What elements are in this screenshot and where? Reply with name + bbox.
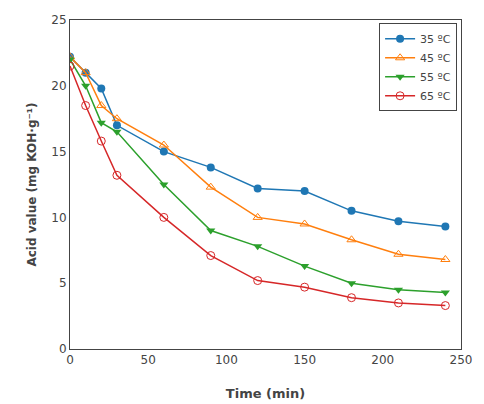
svg-text:25: 25: [51, 13, 66, 27]
svg-text:Time (min): Time (min): [226, 386, 305, 401]
svg-text:50: 50: [141, 353, 156, 367]
svg-text:35 ºC: 35 ºC: [420, 33, 451, 46]
svg-text:20: 20: [51, 79, 66, 93]
svg-text:Acid value (mg KOH·g⁻¹): Acid value (mg KOH·g⁻¹): [25, 102, 39, 266]
svg-text:0: 0: [59, 342, 67, 356]
svg-text:100: 100: [215, 353, 238, 367]
svg-text:200: 200: [371, 353, 394, 367]
svg-text:0: 0: [66, 353, 74, 367]
svg-text:10: 10: [51, 211, 66, 225]
svg-text:15: 15: [51, 145, 66, 159]
svg-text:65 ºC: 65 ºC: [420, 90, 451, 103]
svg-text:150: 150: [293, 353, 316, 367]
svg-text:45 ºC: 45 ºC: [420, 52, 451, 65]
svg-text:5: 5: [59, 276, 67, 290]
svg-text:250: 250: [450, 353, 473, 367]
svg-text:55 ºC: 55 ºC: [420, 71, 451, 84]
